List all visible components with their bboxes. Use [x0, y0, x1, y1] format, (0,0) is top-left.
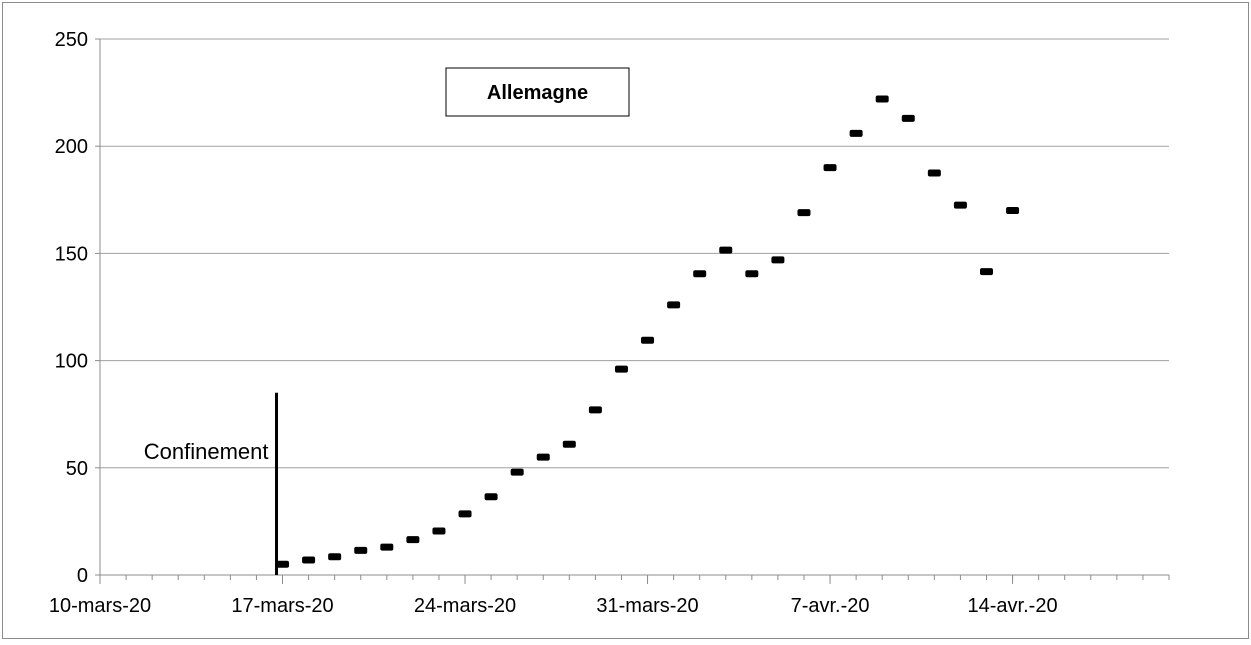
data-point-25 — [901, 114, 915, 122]
title-layer: Allemagne — [445, 67, 630, 117]
data-point-21 — [797, 209, 811, 217]
data-point-22 — [823, 164, 837, 172]
data-point-19 — [745, 270, 759, 278]
x-tick-label: 7-avr.-20 — [791, 595, 870, 617]
data-point-24 — [875, 95, 889, 103]
data-point-2 — [302, 556, 316, 564]
x-tick-label: 10-mars-20 — [49, 595, 151, 617]
grid-layer — [100, 38, 1169, 469]
data-point-3 — [328, 553, 342, 561]
confinement-label: Confinement — [144, 439, 269, 464]
data-point-26 — [927, 169, 941, 177]
y-tick-label: 250 — [55, 29, 88, 51]
x-tick-label: 17-mars-20 — [231, 595, 333, 617]
chart-title: Allemagne — [487, 82, 588, 104]
data-point-17 — [693, 270, 707, 278]
data-point-10 — [510, 468, 524, 476]
chart-svg: 0 50 100 150 200 250 10-mars-20 17-mars-20 24-ma… — [49, 29, 1170, 617]
axis-layer: 0 50 100 150 200 250 10-mars-20 17-mars-20 24-ma… — [49, 29, 1170, 617]
y-tick-label: 50 — [66, 458, 88, 480]
data-point-28 — [979, 268, 993, 276]
data-point-23 — [849, 129, 863, 137]
data-point-12 — [562, 440, 576, 448]
data-point-29 — [1006, 207, 1020, 215]
data-point-1 — [276, 560, 290, 568]
data-point-13 — [588, 406, 602, 414]
chart-title-box — [445, 67, 630, 117]
data-point-18 — [719, 246, 733, 254]
data-point-5 — [380, 543, 394, 551]
data-point-14 — [614, 365, 628, 373]
data-point-8 — [458, 510, 472, 518]
x-tick-label: 24-mars-20 — [414, 595, 516, 617]
data-point-9 — [484, 493, 498, 501]
x-tick-label: 31-mars-20 — [596, 595, 698, 617]
data-point-20 — [771, 256, 785, 264]
data-point-15 — [641, 336, 655, 344]
data-point-7 — [432, 527, 446, 535]
annotation-layer: Confinement — [144, 392, 279, 575]
data-point-6 — [406, 536, 420, 544]
data-point-27 — [953, 201, 967, 209]
point-layer — [276, 95, 1020, 568]
y-tick-label: 150 — [55, 243, 88, 265]
data-point-11 — [536, 453, 550, 461]
y-tick-label: 200 — [55, 136, 88, 158]
x-tick-label: 14-avr.-20 — [968, 595, 1058, 617]
data-point-16 — [667, 301, 681, 309]
data-point-4 — [354, 546, 368, 554]
y-tick-label: 0 — [77, 565, 88, 587]
y-tick-label: 100 — [55, 351, 88, 373]
